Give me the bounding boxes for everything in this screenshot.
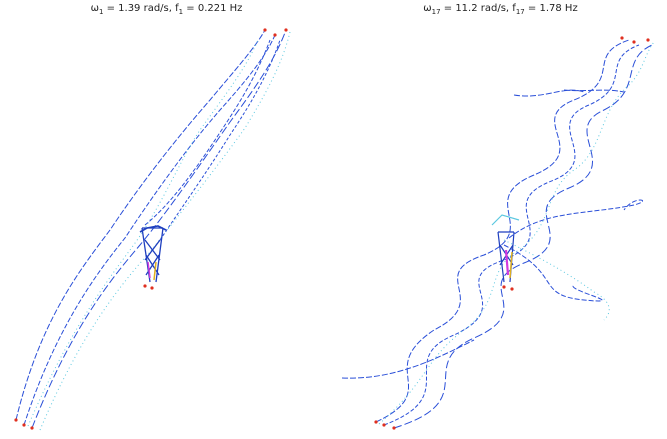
deck-segment: [147, 261, 157, 281]
cable-line: [39, 31, 291, 431]
cable-line: [378, 41, 655, 425]
anchor-markers: [14, 28, 288, 430]
anchor-markers: [374, 36, 650, 430]
frequency-value: = 0.221 Hz: [186, 3, 243, 14]
panel-title: ω17 = 11.2 rad/s, f17 = 1.78 Hz: [334, 3, 667, 16]
omega-value: = 11.2 rad/s, f: [443, 3, 516, 14]
mode-shape-panel-17: ω17 = 11.2 rad/s, f17 = 1.78 Hz: [334, 0, 667, 439]
cable-line: [508, 199, 643, 239]
frequency-subscript: 17: [515, 8, 525, 16]
cable-line: [503, 239, 610, 321]
cable-line: [341, 89, 625, 379]
mode-shape-plot-1: [14, 28, 291, 431]
omega-symbol: ω: [423, 3, 432, 14]
frequency-subscript: 1: [178, 8, 184, 16]
cable-line: [31, 29, 287, 429]
cable-line: [23, 34, 276, 426]
cable-line: [15, 29, 266, 421]
frequency-value: = 1.78 Hz: [527, 3, 578, 14]
cable-line: [27, 39, 259, 427]
panel-title: ω1 = 1.39 rad/s, f1 = 0.221 Hz: [0, 3, 333, 16]
omega-value: = 1.39 rad/s, f: [106, 3, 179, 14]
cable-line: [383, 44, 640, 426]
cable-line: [503, 244, 603, 302]
mode-shape-panel-1: ω1 = 1.39 rad/s, f1 = 0.221 Hz: [0, 0, 333, 439]
omega-symbol: ω: [90, 3, 99, 14]
omega-subscript: 1: [98, 8, 104, 16]
mode-shape-plot-17: [341, 36, 655, 430]
cable-line: [393, 44, 653, 429]
omega-subscript: 17: [431, 8, 441, 16]
cable-line: [144, 39, 271, 226]
cable-line: [375, 39, 630, 423]
cable-line: [159, 39, 281, 241]
deck-segment: [504, 249, 513, 279]
pylon: [139, 225, 167, 283]
